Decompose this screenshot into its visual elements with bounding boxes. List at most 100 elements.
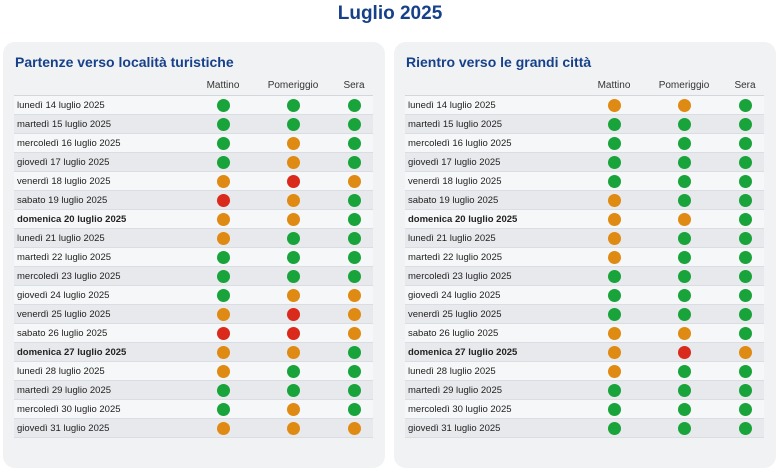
table-row: giovedì 24 luglio 2025	[405, 286, 764, 305]
table-header: Mattino Pomeriggio Sera	[14, 76, 373, 96]
traffic-green-pomeriggio-icon	[286, 270, 300, 283]
date-label: giovedì 31 luglio 2025	[408, 423, 501, 434]
page-title: Luglio 2025	[337, 3, 443, 24]
traffic-green-sera-icon	[347, 194, 361, 207]
traffic-green-mattino-icon	[216, 384, 230, 397]
traffic-orange-sera-icon	[347, 289, 361, 302]
traffic-green-mattino-icon	[607, 156, 621, 169]
table-row: domenica 20 luglio 2025	[405, 210, 764, 229]
table-row: sabato 19 luglio 2025	[405, 191, 764, 210]
table-row: venerdì 18 luglio 2025	[405, 172, 764, 191]
traffic-green-pomeriggio-icon	[677, 251, 691, 264]
traffic-green-sera-icon	[347, 137, 361, 150]
traffic-green-pomeriggio-icon	[286, 118, 300, 131]
traffic-green-sera-icon	[738, 213, 752, 226]
traffic-green-pomeriggio-icon	[677, 137, 691, 150]
date-label: martedì 29 luglio 2025	[408, 385, 503, 396]
traffic-orange-pomeriggio-icon	[286, 156, 300, 169]
traffic-green-mattino-icon	[216, 99, 230, 112]
traffic-green-pomeriggio-icon	[677, 384, 691, 397]
table-row: martedì 29 luglio 2025	[14, 381, 373, 400]
date-label: mercoledì 23 luglio 2025	[408, 271, 512, 282]
traffic-green-pomeriggio-icon	[677, 156, 691, 169]
traffic-green-sera-icon	[347, 403, 361, 416]
traffic-orange-pomeriggio-icon	[286, 289, 300, 302]
traffic-green-sera-icon	[738, 251, 752, 264]
traffic-orange-mattino-icon	[216, 422, 230, 435]
traffic-green-pomeriggio-icon	[677, 270, 691, 283]
date-label: martedì 15 luglio 2025	[17, 119, 112, 130]
traffic-green-sera-icon	[738, 232, 752, 245]
table-header: Mattino Pomeriggio Sera	[405, 76, 764, 96]
traffic-green-sera-icon	[738, 137, 752, 150]
date-label: lunedì 14 luglio 2025	[408, 100, 496, 111]
table-row: martedì 15 luglio 2025	[14, 115, 373, 134]
date-label: martedì 29 luglio 2025	[17, 385, 112, 396]
table-body: lunedì 14 luglio 2025 martedì 15 luglio 2…	[14, 96, 373, 438]
traffic-orange-mattino-icon	[607, 346, 621, 359]
traffic-green-pomeriggio-icon	[286, 99, 300, 112]
traffic-orange-mattino-icon	[607, 194, 621, 207]
column-header-sera: Sera	[734, 80, 756, 91]
traffic-green-pomeriggio-icon	[286, 251, 300, 264]
traffic-green-sera-icon	[738, 175, 752, 188]
table-row: sabato 26 luglio 2025	[14, 324, 373, 343]
traffic-orange-sera-icon	[347, 422, 361, 435]
table-row: giovedì 17 luglio 2025	[14, 153, 373, 172]
traffic-red-pomeriggio-icon	[286, 327, 300, 340]
traffic-green-pomeriggio-icon	[677, 194, 691, 207]
traffic-green-sera-icon	[347, 156, 361, 169]
traffic-green-sera-icon	[738, 270, 752, 283]
traffic-green-sera-icon	[738, 403, 752, 416]
traffic-green-sera-icon	[738, 194, 752, 207]
traffic-red-pomeriggio-icon	[286, 175, 300, 188]
traffic-green-mattino-icon	[607, 422, 621, 435]
date-label: lunedì 28 luglio 2025	[17, 366, 105, 377]
traffic-green-mattino-icon	[607, 118, 621, 131]
traffic-green-pomeriggio-icon	[677, 365, 691, 378]
traffic-green-sera-icon	[347, 213, 361, 226]
date-label: venerdì 18 luglio 2025	[408, 176, 502, 187]
date-label: martedì 15 luglio 2025	[408, 119, 503, 130]
traffic-green-mattino-icon	[216, 137, 230, 150]
traffic-red-pomeriggio-icon	[286, 308, 300, 321]
traffic-orange-mattino-icon	[607, 232, 621, 245]
traffic-orange-mattino-icon	[216, 175, 230, 188]
traffic-orange-mattino-icon	[216, 346, 230, 359]
traffic-green-pomeriggio-icon	[677, 289, 691, 302]
traffic-orange-pomeriggio-icon	[677, 99, 691, 112]
date-label: lunedì 21 luglio 2025	[408, 233, 496, 244]
table-row: giovedì 31 luglio 2025	[14, 419, 373, 438]
date-label: sabato 19 luglio 2025	[17, 195, 108, 206]
traffic-green-pomeriggio-icon	[677, 403, 691, 416]
table-row: lunedì 28 luglio 2025	[14, 362, 373, 381]
traffic-orange-sera-icon	[347, 175, 361, 188]
traffic-green-mattino-icon	[216, 403, 230, 416]
traffic-orange-mattino-icon	[607, 99, 621, 112]
traffic-green-sera-icon	[738, 289, 752, 302]
table-body: lunedì 14 luglio 2025 martedì 15 luglio 2…	[405, 96, 764, 438]
traffic-green-pomeriggio-icon	[677, 175, 691, 188]
traffic-green-mattino-icon	[607, 289, 621, 302]
table-row: mercoledì 23 luglio 2025	[14, 267, 373, 286]
traffic-green-mattino-icon	[607, 175, 621, 188]
table-row: martedì 15 luglio 2025	[405, 115, 764, 134]
traffic-orange-sera-icon	[347, 327, 361, 340]
traffic-orange-pomeriggio-icon	[286, 213, 300, 226]
traffic-green-mattino-icon	[216, 251, 230, 264]
table-row: giovedì 24 luglio 2025	[14, 286, 373, 305]
table-row: giovedì 17 luglio 2025	[405, 153, 764, 172]
traffic-green-sera-icon	[738, 327, 752, 340]
traffic-green-mattino-icon	[216, 289, 230, 302]
date-label: giovedì 17 luglio 2025	[17, 157, 110, 168]
date-label: mercoledì 30 luglio 2025	[17, 404, 121, 415]
traffic-orange-mattino-icon	[607, 365, 621, 378]
traffic-orange-mattino-icon	[216, 308, 230, 321]
traffic-green-mattino-icon	[607, 384, 621, 397]
table-row: martedì 22 luglio 2025	[14, 248, 373, 267]
traffic-green-sera-icon	[347, 118, 361, 131]
table-row: martedì 22 luglio 2025	[405, 248, 764, 267]
traffic-green-sera-icon	[347, 99, 361, 112]
table-row: venerdì 25 luglio 2025	[14, 305, 373, 324]
traffic-green-sera-icon	[738, 156, 752, 169]
